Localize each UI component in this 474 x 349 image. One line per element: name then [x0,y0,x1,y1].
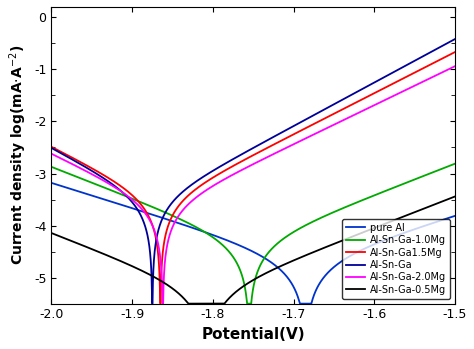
Al-Sn-Ga-1.0Mg [380,190,386,194]
Al-Sn-Ga [49,146,55,150]
Al-Sn-Ga-2.0Mg [203,188,209,193]
Al-Sn-Ga-2.0Mg [350,113,356,118]
Al-Sn-Ga [452,37,458,41]
pure Al [203,230,209,235]
Al-Sn-Ga [311,113,317,117]
Al-Sn-Ga-1.0Mg [203,230,209,235]
Al-Sn-Ga1.5Mg [452,50,458,54]
Al-Sn-Ga-1.0Mg [291,230,296,234]
Al-Sn-Ga-1.0Mg [244,302,250,306]
Al-Sn-Ga1.5Mg [203,180,209,184]
Al-Sn-Ga1.5Mg [311,122,317,126]
Al-Sn-Ga [149,302,155,306]
Al-Sn-Ga-1.0Mg [49,165,55,169]
Al-Sn-Ga1.5Mg [291,132,296,136]
Y-axis label: Current density log(mA$\cdot$A$^{-2}$): Current density log(mA$\cdot$A$^{-2}$) [7,45,28,265]
Al-Sn-Ga [350,92,356,96]
Al-Sn-Ga-0.5Mg [203,302,209,306]
pure Al [311,293,317,297]
Al-Sn-Ga-0.5Mg [49,231,55,235]
Al-Sn-Ga-2.0Mg [380,99,386,103]
pure Al [122,204,128,208]
Al-Sn-Ga-0.5Mg [185,302,191,306]
Line: Al-Sn-Ga1.5Mg: Al-Sn-Ga1.5Mg [52,52,455,304]
pure Al [49,181,55,185]
Al-Sn-Ga [380,76,386,80]
pure Al [452,214,458,218]
Al-Sn-Ga-0.5Mg [452,194,458,199]
Al-Sn-Ga1.5Mg [122,187,128,191]
pure Al [297,302,303,306]
Al-Sn-Ga [291,124,296,128]
Al-Sn-Ga-2.0Mg [160,302,165,306]
Al-Sn-Ga-0.5Mg [350,235,356,239]
Al-Sn-Ga-2.0Mg [122,192,128,196]
Line: pure Al: pure Al [52,183,455,304]
Al-Sn-Ga-2.0Mg [49,152,55,156]
Legend: pure Al, Al-Sn-Ga-1.0Mg, Al-Sn-Ga1.5Mg, Al-Sn-Ga, Al-Sn-Ga-2.0Mg, Al-Sn-Ga-0.5Mg: pure Al, Al-Sn-Ga-1.0Mg, Al-Sn-Ga1.5Mg, … [342,219,450,299]
Al-Sn-Ga [122,192,128,196]
Al-Sn-Ga1.5Mg [157,302,163,306]
Al-Sn-Ga-0.5Mg [291,258,296,262]
Line: Al-Sn-Ga: Al-Sn-Ga [52,39,455,304]
Al-Sn-Ga1.5Mg [350,102,356,106]
Al-Sn-Ga-0.5Mg [122,261,128,265]
pure Al [350,253,356,257]
Al-Sn-Ga-0.5Mg [311,250,317,254]
X-axis label: Potential(V): Potential(V) [201,327,305,342]
Al-Sn-Ga-1.0Mg [452,162,458,166]
Al-Sn-Ga1.5Mg [380,87,386,91]
Al-Sn-Ga-1.0Mg [122,194,128,198]
Line: Al-Sn-Ga-2.0Mg: Al-Sn-Ga-2.0Mg [52,66,455,304]
Al-Sn-Ga [203,173,209,177]
pure Al [380,239,386,243]
Line: Al-Sn-Ga-0.5Mg: Al-Sn-Ga-0.5Mg [52,196,455,304]
Al-Sn-Ga-2.0Mg [452,64,458,68]
Al-Sn-Ga-2.0Mg [291,142,296,146]
Al-Sn-Ga-1.0Mg [311,219,317,223]
Al-Sn-Ga-1.0Mg [350,202,356,206]
Al-Sn-Ga-2.0Mg [311,132,317,136]
Line: Al-Sn-Ga-1.0Mg: Al-Sn-Ga-1.0Mg [52,164,455,304]
Al-Sn-Ga-0.5Mg [380,222,386,227]
Al-Sn-Ga1.5Mg [49,145,55,149]
pure Al [291,284,296,289]
